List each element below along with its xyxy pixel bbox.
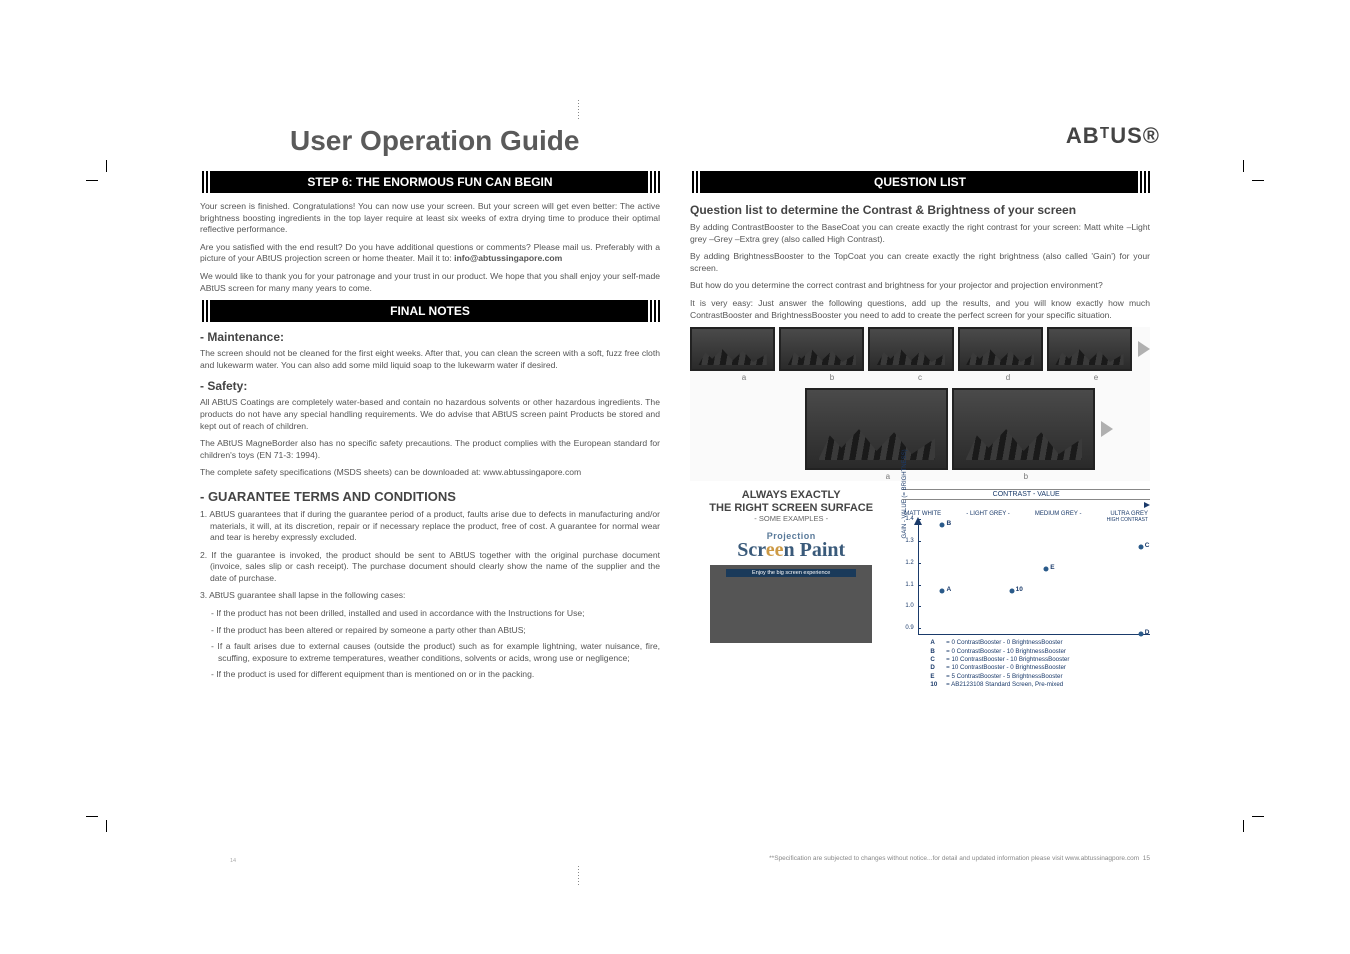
sample-room-image: Enjoy the big screen experience <box>710 565 872 643</box>
ql-p2: By adding BrightnessBooster to the TopCo… <box>690 251 1150 274</box>
chart-ylabel: GAIN - VALUE (= BRIGHTNESS) <box>902 449 908 538</box>
sample-lg-a <box>805 388 948 470</box>
row1-labels: a b c d e <box>690 373 1150 382</box>
guarantee-3b: - If the product has been altered or rep… <box>200 625 660 637</box>
safety-p1: All ABtUS Coatings are completely water-… <box>200 397 660 432</box>
guarantee-3c: - If a fault arises due to external caus… <box>200 641 660 664</box>
question-list-header: QUESTION LIST <box>690 171 1150 193</box>
step6-header: STEP 6: THE ENORMOUS FUN CAN BEGIN <box>200 171 660 193</box>
guarantee-2: 2. If the guarantee is invoked, the prod… <box>200 550 660 585</box>
ql-p3: But how do you determine the correct con… <box>690 280 1150 292</box>
final-notes-header: FINAL NOTES <box>200 300 660 322</box>
sample-row-2 <box>690 388 1150 470</box>
maintenance-p: The screen should not be cleaned for the… <box>200 348 660 371</box>
examples-sub: - SOME EXAMPLES - <box>690 514 892 523</box>
examples-title-2: THE RIGHT SCREEN SURFACE <box>690 502 892 515</box>
sample-a <box>690 327 775 371</box>
chart-xlabels: MATT WHITE - LIGHT GREY - MEDIUM GREY - … <box>902 511 1150 523</box>
guarantee-1: 1. ABtUS guarantees that if during the g… <box>200 509 660 544</box>
chart-plot-area: GAIN - VALUE (= BRIGHTNESS) 1.41.31.21.1… <box>918 525 1150 635</box>
guarantee-3a: - If the product has not been drilled, i… <box>200 608 660 620</box>
ql-p1: By adding ContrastBooster to the BaseCoa… <box>690 222 1150 245</box>
row2-labels: a b <box>690 472 1150 481</box>
examples-panel: ALWAYS EXACTLY THE RIGHT SCREEN SURFACE … <box>690 489 892 689</box>
page-content: ABᵀUS® User Operation Guide STEP 6: THE … <box>200 125 1150 689</box>
arrow-right-icon <box>1138 341 1150 357</box>
safety-p3: The complete safety specifications (MSDS… <box>200 467 660 479</box>
sample-b <box>779 327 864 371</box>
step6-p3: We would like to thank you for your patr… <box>200 271 660 294</box>
examples-title-1: ALWAYS EXACTLY <box>690 489 892 502</box>
screen-paint-logo: Projection Screen Paint <box>690 531 892 559</box>
left-column: STEP 6: THE ENORMOUS FUN CAN BEGIN Your … <box>200 171 660 689</box>
footer-text: **Specification are subjected to changes… <box>200 855 1150 862</box>
sample-e <box>1047 327 1132 371</box>
sample-d <box>958 327 1043 371</box>
step6-p2: Are you satisfied with the end result? D… <box>200 242 660 265</box>
contrast-samples: a b c d e a b <box>690 327 1150 481</box>
contrast-gain-chart: CONTRAST - VALUE MATT WHITE - LIGHT GREY… <box>902 489 1150 689</box>
brand-logo: ABᵀUS® <box>1066 123 1160 149</box>
right-column: QUESTION LIST Question list to determine… <box>690 171 1150 689</box>
maintenance-heading: - Maintenance: <box>200 330 660 344</box>
arrow-right-icon <box>1101 421 1113 437</box>
guarantee-3d: - If the product is used for different e… <box>200 669 660 681</box>
sample-image-tag: Enjoy the big screen experience <box>726 569 856 577</box>
safety-p2: The ABtUS MagneBorder also has no specif… <box>200 438 660 461</box>
sample-c <box>868 327 953 371</box>
chart-title: CONTRAST - VALUE <box>902 489 1150 500</box>
arrow-right-icon <box>1144 502 1150 508</box>
step6-p1: Your screen is finished. Congratulations… <box>200 201 660 236</box>
chart-legend: A = 0 ContrastBooster - 0 BrightnessBoos… <box>902 639 1150 689</box>
guarantee-heading: - GUARANTEE TERMS AND CONDITIONS <box>200 489 660 504</box>
sample-lg-b <box>952 388 1095 470</box>
guarantee-3: 3. ABtUS guarantee shall lapse in the fo… <box>200 590 660 602</box>
safety-heading: - Safety: <box>200 379 660 393</box>
bottom-panel: ALWAYS EXACTLY THE RIGHT SCREEN SURFACE … <box>690 489 1150 689</box>
sample-row-1 <box>690 327 1150 371</box>
page-title: User Operation Guide <box>200 125 1150 157</box>
ql-p4: It is very easy: Just answer the followi… <box>690 298 1150 321</box>
question-list-title: Question list to determine the Contrast … <box>690 203 1150 217</box>
